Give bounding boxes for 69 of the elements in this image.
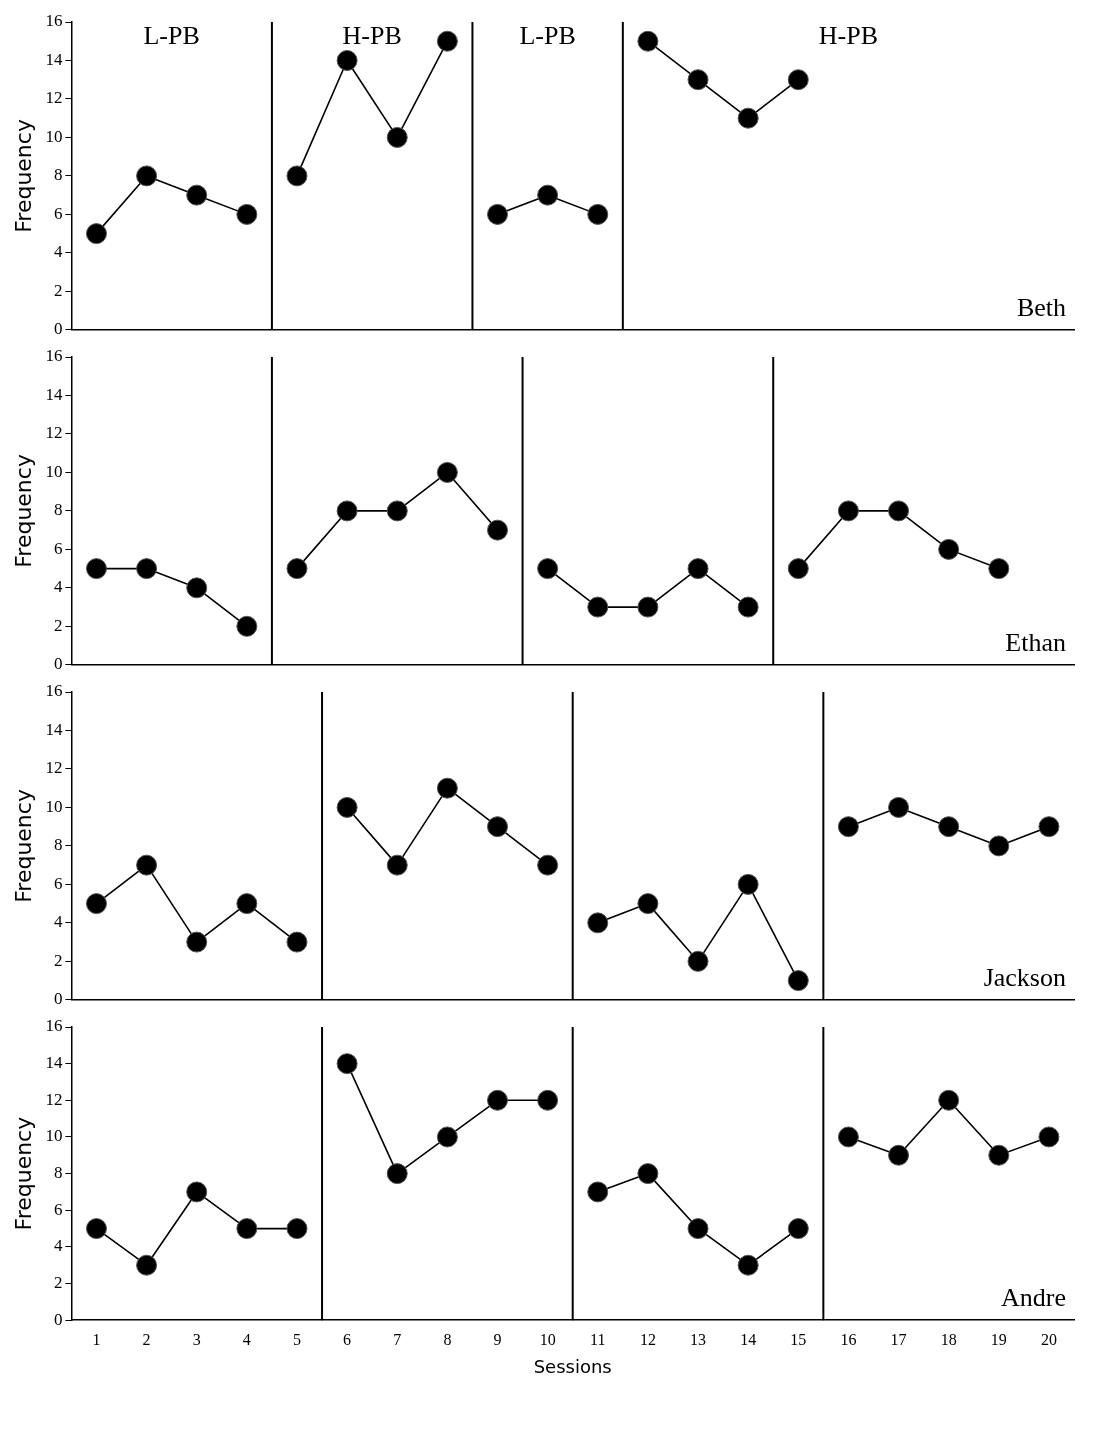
y-tick-label: 12 — [45, 1089, 63, 1109]
x-tick-label: 5 — [292, 1331, 301, 1348]
x-tick-label: 12 — [639, 1331, 656, 1348]
annotation: Beth — [1016, 292, 1066, 322]
y-tick-label: 4 — [53, 912, 63, 932]
x-axis-title: Sessions — [533, 1355, 612, 1377]
y-tick-label: 8 — [53, 1163, 63, 1183]
y-tick-label: 2 — [53, 950, 63, 970]
x-tick-label: 7 — [393, 1331, 402, 1348]
y-tick-label: 14 — [45, 384, 63, 404]
y-tick-label: 12 — [45, 88, 63, 108]
y-tick-label: 0 — [53, 989, 63, 1009]
x-tick-label: 20 — [1040, 1331, 1057, 1348]
y-tick-label: 0 — [53, 319, 63, 339]
y-tick-label: 2 — [53, 615, 63, 635]
x-tick-label: 17 — [890, 1331, 907, 1348]
annotation: H-PB — [818, 20, 879, 50]
y-tick-label: 16 — [45, 346, 63, 366]
annotation: L-PB — [519, 20, 576, 50]
x-tick-label: 6 — [343, 1331, 352, 1348]
y-axis-title: Frequency — [10, 789, 36, 903]
x-tick-label: 19 — [990, 1331, 1007, 1348]
x-tick-label: 16 — [840, 1331, 857, 1348]
y-tick-label: 10 — [45, 1126, 63, 1146]
y-tick-label: 2 — [53, 1273, 63, 1293]
y-tick-label: 2 — [53, 280, 63, 300]
y-tick-label: 16 — [45, 11, 63, 31]
y-tick-label: 16 — [45, 681, 63, 701]
x-tick-label: 8 — [443, 1331, 452, 1348]
annotation: L-PB — [143, 20, 200, 50]
y-tick-label: 4 — [53, 1236, 63, 1256]
y-tick-label: 10 — [45, 796, 63, 816]
x-tick-label: 18 — [940, 1331, 957, 1348]
x-tick-label: 11 — [590, 1331, 606, 1348]
y-tick-label: 8 — [53, 500, 63, 520]
x-tick-label: 3 — [192, 1331, 201, 1348]
y-tick-label: 14 — [45, 719, 63, 739]
y-tick-label: 8 — [53, 835, 63, 855]
annotation: Andre — [1001, 1283, 1066, 1313]
y-axis-title: Frequency — [10, 119, 36, 233]
y-tick-label: 6 — [53, 873, 63, 893]
annotation: H-PB — [342, 20, 402, 50]
y-tick-label: 0 — [53, 1309, 63, 1329]
y-tick-label: 10 — [45, 126, 63, 146]
y-tick-label: 0 — [53, 654, 63, 674]
y-tick-label: 6 — [53, 1199, 63, 1219]
y-tick-label: 12 — [45, 423, 63, 443]
y-tick-label: 16 — [45, 1016, 63, 1036]
y-axis-title: Frequency — [10, 454, 36, 568]
x-tick-label: 14 — [740, 1331, 757, 1348]
x-tick-label: 2 — [142, 1331, 151, 1348]
y-tick-label: 14 — [45, 1053, 63, 1073]
y-tick-label: 6 — [53, 538, 63, 558]
x-tick-label: 10 — [539, 1331, 556, 1348]
y-tick-label: 6 — [53, 203, 63, 223]
y-tick-label: 14 — [45, 49, 63, 69]
x-tick-label: 1 — [92, 1331, 101, 1348]
x-tick-label: 9 — [493, 1331, 502, 1348]
x-tick-label: 4 — [242, 1331, 251, 1348]
x-tick-label: 15 — [790, 1331, 807, 1348]
y-tick-label: 8 — [53, 165, 63, 185]
x-tick-label: 13 — [690, 1331, 707, 1348]
y-tick-label: 4 — [53, 577, 63, 597]
annotation: Jackson — [983, 962, 1066, 992]
y-tick-label: 10 — [45, 461, 63, 481]
annotation: Ethan — [1005, 627, 1066, 657]
y-tick-label: 12 — [45, 758, 63, 778]
y-axis-title: Frequency — [10, 1116, 36, 1231]
y-tick-label: 4 — [53, 242, 63, 262]
